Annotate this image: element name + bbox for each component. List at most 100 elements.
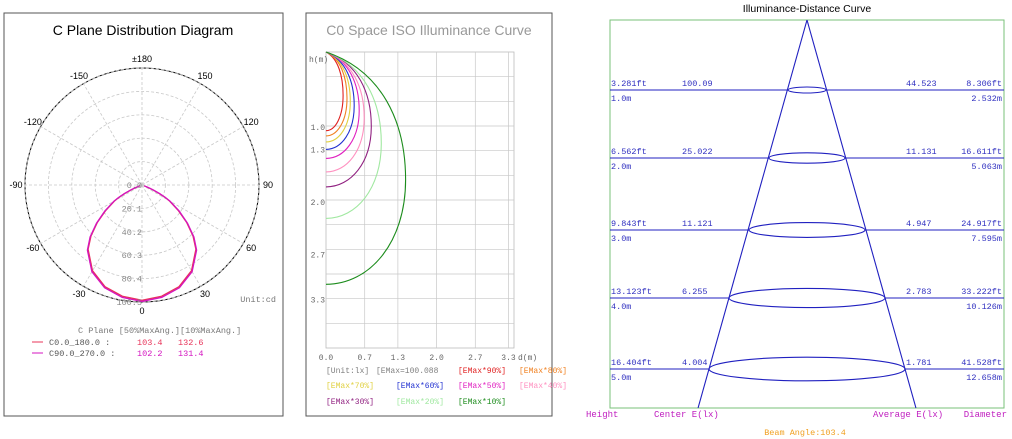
- idc-beam-ellipse: [768, 152, 846, 164]
- polar-spoke: [141, 184, 244, 244]
- iso-panel: C0 Space ISO Illuminance Curve 0.0 0.7 1.3…: [305, 12, 567, 417]
- iso-legend-item: [EMax*40%]: [519, 382, 567, 391]
- idc-footer-diameter: Diameter: [964, 410, 1007, 420]
- polar-spoke: [141, 83, 201, 186]
- iso-axis-labels: 0.0 0.7 1.3 2.0 2.7 3.3 1.0 1.3 2.0 2.7 3.3 h(m) d(m…: [309, 56, 537, 363]
- idc-cone-right: [806, 19, 917, 409]
- polar-angle-label: 90: [263, 180, 273, 190]
- idc-beam-ellipse: [728, 287, 886, 309]
- idc-height-ft: 9.843ft: [611, 219, 647, 229]
- idc-average-e: 1.781: [906, 358, 932, 368]
- polar-spoke: [40, 126, 143, 186]
- polar-legend-table: C0.0_180.0 : 103.4 132.6 C90.0_270.0 : 102.2…: [32, 338, 204, 359]
- polar-angle-label: ±180: [132, 54, 152, 64]
- idc-diameter-m: 2.532m: [971, 94, 1002, 104]
- idc-diameter-m: 7.595m: [971, 234, 1002, 244]
- polar-spoke: [83, 83, 143, 186]
- idc-average-e: 4.947: [906, 219, 932, 229]
- polar-angle-label: -90: [9, 180, 22, 190]
- iso-curve: [325, 51, 351, 143]
- iso-xlabel: d(m): [518, 354, 537, 363]
- polar-angle-label: 150: [197, 71, 212, 81]
- polar-radial-ring: [48, 91, 236, 279]
- idc-height-ft: 3.281ft: [611, 79, 647, 89]
- iso-xtick-label: 3.3: [501, 354, 516, 363]
- polar-radial-ring: [118, 161, 166, 209]
- idc-diameter-ft: 41.528ft: [961, 358, 1002, 368]
- polar-angle-label: -150: [70, 71, 88, 81]
- iso-ylabel: h(m): [309, 56, 328, 65]
- polar-spoke: [40, 184, 143, 244]
- iso-legend-item: [EMax*60%]: [396, 382, 444, 391]
- iso-xtick-label: 0.0: [319, 354, 334, 363]
- idc-beam-ellipse: [787, 86, 827, 94]
- idc-height-ft: 16.404ft: [611, 358, 652, 368]
- iso-ytick-label: 1.0: [311, 124, 326, 133]
- iso-legend-item: [EMax*90%]: [458, 367, 506, 376]
- idc-rows: 3.281ft 1.0m 100.09 44.523 8.306ft 2.532m 6.56…: [611, 79, 1002, 383]
- polar-spoke: [141, 184, 201, 287]
- polar-angle-label: -30: [72, 289, 85, 299]
- idc-height-m: 5.0m: [611, 373, 631, 383]
- polar-legend-name: C0.0_180.0 :: [49, 338, 110, 348]
- idc-center-e: 100.09: [682, 79, 713, 89]
- polar-angle-label: -60: [26, 243, 39, 253]
- polar-radial-tick: 40.2: [122, 228, 142, 238]
- polar-legend-name: C90.0_270.0 :: [49, 349, 115, 359]
- polar-radial-tick: 0.0: [127, 181, 142, 191]
- idc-height-m: 2.0m: [611, 162, 631, 172]
- idc-diameter-ft: 24.917ft: [961, 219, 1002, 229]
- iso-ytick-label: 1.3: [311, 146, 326, 155]
- iso-frame: [305, 12, 553, 417]
- idc-height-m: 1.0m: [611, 94, 631, 104]
- idc-footer-height: Height: [586, 410, 618, 420]
- polar-legend-value-10: 132.6: [178, 338, 204, 348]
- polar-spoke: [141, 126, 244, 186]
- idc-average-e: 44.523: [906, 79, 937, 89]
- idc-frame: [609, 19, 1005, 409]
- iso-ytick-label: 2.0: [311, 199, 326, 208]
- idc-cone-left: [697, 19, 808, 409]
- idc-title: Illuminance-Distance Curve: [743, 3, 872, 15]
- idc-footer-center: Center E(lx): [654, 410, 719, 420]
- iso-xtick-label: 1.3: [391, 354, 406, 363]
- iso-legend: [Unit:lx] [EMax=100.088 [EMax*90%] [EMax*80…: [326, 367, 567, 407]
- iso-legend-item: [EMax*10%]: [458, 398, 506, 407]
- iso-curve: [325, 51, 344, 132]
- c-plane-title: C Plane Distribution Diagram: [53, 22, 234, 38]
- idc-diameter-m: 10.126m: [966, 302, 1002, 312]
- idc-height-m: 3.0m: [611, 234, 631, 244]
- c-plane-frame: [3, 12, 284, 417]
- iso-legend-item: [EMax*20%]: [396, 398, 444, 407]
- polar-radial-tick: 60.3: [122, 251, 142, 261]
- iso-legend-item: [EMax*80%]: [519, 367, 567, 376]
- iso-curve: [325, 51, 407, 285]
- iso-curve: [325, 51, 365, 173]
- polar-table-header: C Plane [50%MaxAng.][10%MaxAng.]: [78, 326, 241, 336]
- idc-diameter-ft: 16.611ft: [961, 147, 1002, 157]
- polar-radial-tick: 100.5: [116, 298, 142, 308]
- idc-beam-ellipse: [748, 222, 866, 238]
- idc-diameter-m: 12.658m: [966, 373, 1002, 383]
- polar-unit-label: Unit:cd: [240, 295, 276, 305]
- idc-footer-average: Average E(lx): [873, 410, 943, 420]
- polar-legend-value-10: 131.4: [178, 349, 204, 359]
- polar-angle-label: 0: [139, 306, 144, 316]
- idc-height-ft: 13.123ft: [611, 287, 652, 297]
- polar-angle-label: 30: [200, 289, 210, 299]
- iso-curve: [325, 51, 382, 219]
- iso-legend-item: [EMax*70%]: [326, 382, 374, 391]
- idc-height-m: 4.0m: [611, 302, 631, 312]
- iso-legend-item: [Unit:lx]: [326, 367, 369, 376]
- iso-legend-item: [EMax=100.088: [376, 367, 439, 376]
- iso-xtick-label: 2.7: [468, 354, 483, 363]
- polar-radial-tick: 20.1: [122, 204, 142, 214]
- iso-curve: [325, 51, 372, 188]
- idc-diameter-ft: 8.306ft: [966, 79, 1002, 89]
- c-plane-panel: C Plane Distribution Diagram ±180 150 120 9…: [3, 12, 284, 417]
- polar-legend-value-50: 103.4: [137, 338, 163, 348]
- polar-angle-label: -120: [24, 117, 42, 127]
- idc-diameter-ft: 33.222ft: [961, 287, 1002, 297]
- polar-labels: ±180 150 120 90 60 30 0 -30 -60 -90 -120 -150 0.0 20.…: [9, 54, 273, 316]
